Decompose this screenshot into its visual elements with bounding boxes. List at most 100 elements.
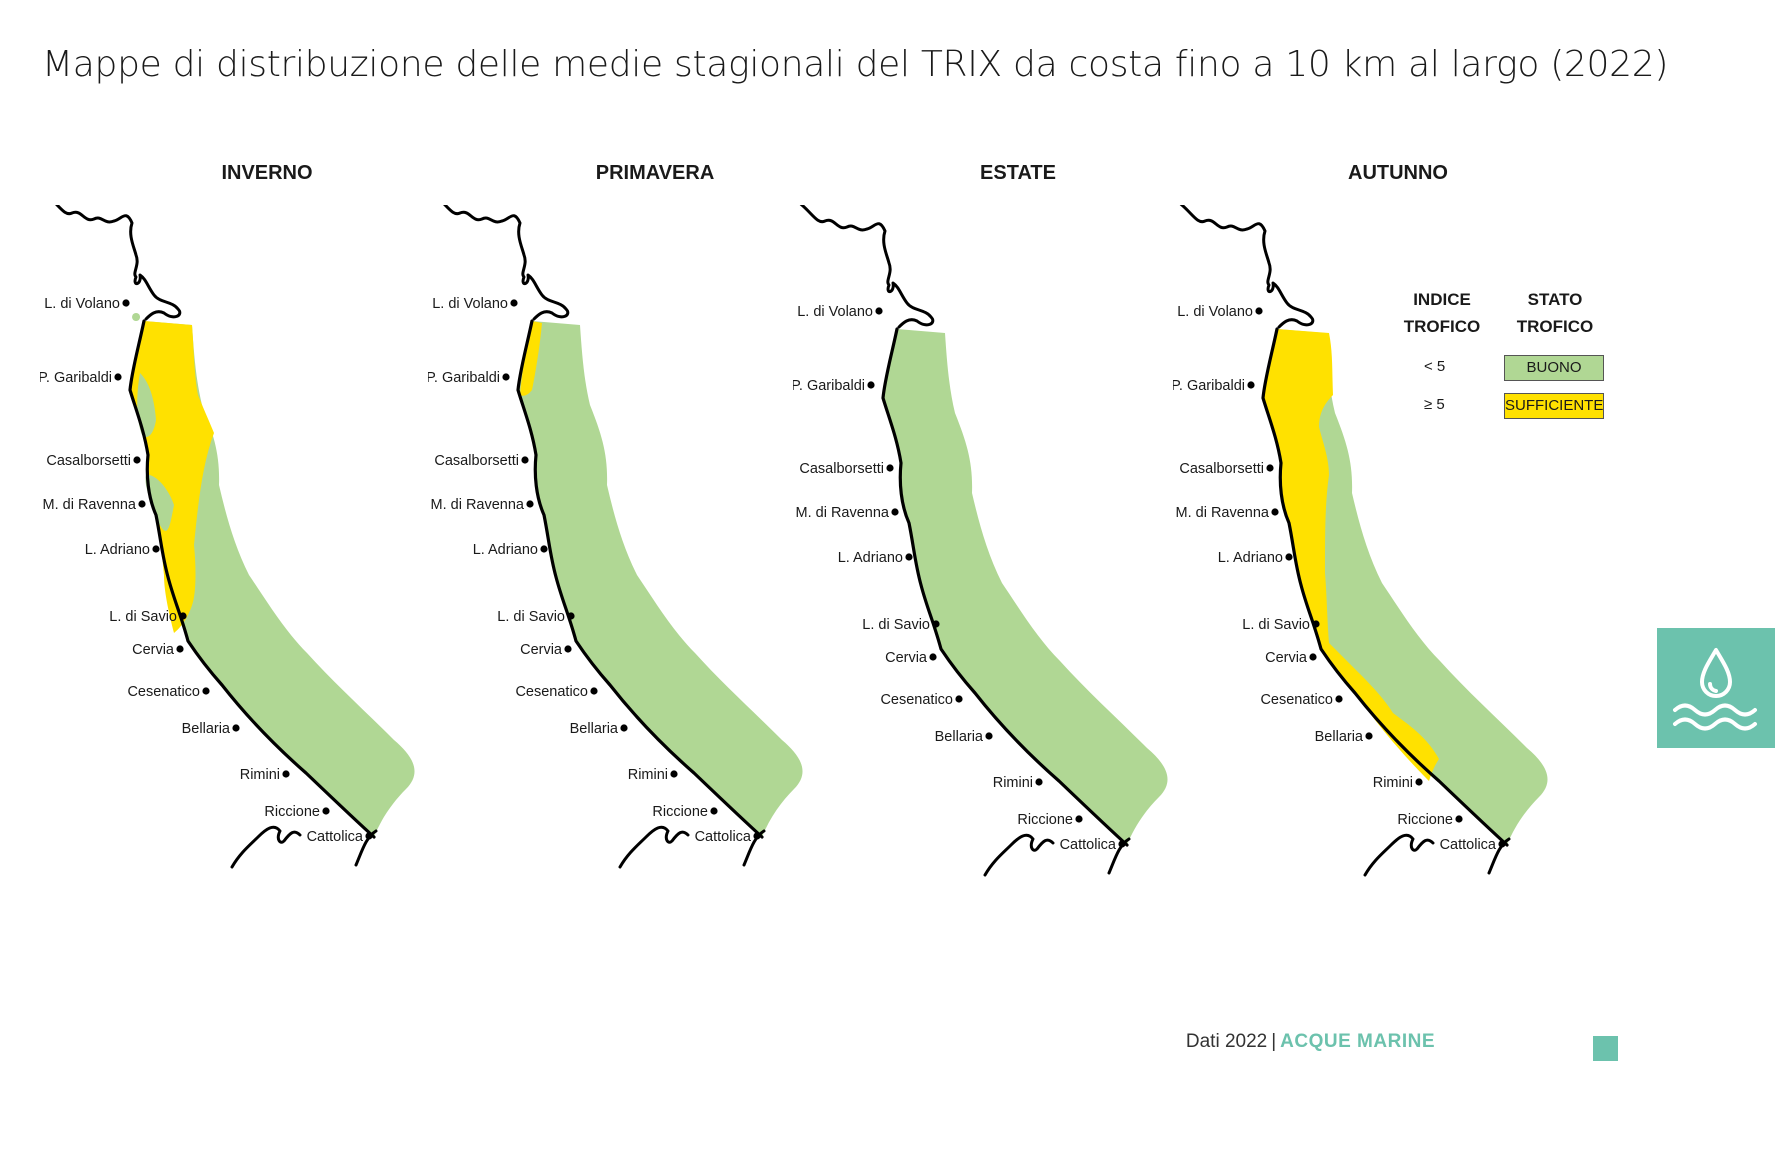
city-dot <box>133 456 141 464</box>
coastline <box>516 319 764 839</box>
footer-square <box>1593 1036 1618 1061</box>
city-label: Riccione <box>1017 812 1073 828</box>
buono-patch <box>137 373 156 438</box>
city-dot <box>322 807 330 815</box>
coastline-south <box>618 825 766 869</box>
city-dot <box>365 832 373 840</box>
city-dot <box>502 373 510 381</box>
buono-zone <box>883 329 1168 845</box>
city-dot <box>590 687 598 695</box>
map-autunno: L. di Volano P. Garibaldi Casalborsetti M. … <box>1173 205 1623 1005</box>
city-dot <box>1335 695 1343 703</box>
city-dot <box>753 832 761 840</box>
city-label: P. Garibaldi <box>428 370 500 386</box>
city-dot <box>886 464 894 472</box>
city-label: L. di Volano <box>797 304 873 320</box>
city-label: Riccione <box>652 804 708 820</box>
city-dot <box>1285 553 1293 561</box>
buono-zone <box>1263 329 1548 845</box>
city-label: P. Garibaldi <box>40 370 112 386</box>
city-label: Cesenatico <box>127 684 200 700</box>
footer-brand: ACQUE MARINE <box>1280 1031 1435 1052</box>
city-label: Cervia <box>132 642 175 658</box>
city-label: L. di Savio <box>862 617 930 633</box>
city-dot <box>526 500 534 508</box>
city-label: L. Adriano <box>1218 550 1283 566</box>
city-dot <box>867 381 875 389</box>
water-drop-waves-icon <box>1673 648 1757 731</box>
city-label: P. Garibaldi <box>1173 378 1245 394</box>
city-dot <box>929 653 937 661</box>
side-tab[interactable] <box>1657 628 1775 748</box>
season-title-primavera: PRIMAVERA <box>595 162 715 184</box>
legend-swatch-buono: BUONO <box>1504 355 1604 381</box>
city-label: M. di Ravenna <box>1176 505 1270 521</box>
buono-zone <box>518 321 803 837</box>
city-label: M. di Ravenna <box>431 497 525 513</box>
city-dot <box>232 724 240 732</box>
city-dot <box>710 807 718 815</box>
city-dot <box>282 770 290 778</box>
coastline-north <box>799 205 935 329</box>
coastline <box>128 319 376 839</box>
map-inverno: L. di Volano P. Garibaldi Casalborsetti M. … <box>40 205 490 1005</box>
legend-swatch-sufficiente: SUFFICIENTE <box>1504 393 1604 419</box>
city-label: Cervia <box>1265 650 1308 666</box>
city-label: Casalborsetti <box>1179 461 1264 477</box>
footer-data: Dati 2022 <box>1185 1031 1268 1052</box>
city-dot <box>1312 620 1320 628</box>
footer: Dati 2022 | ACQUE MARINE <box>1186 1031 1435 1053</box>
city-label: Bellaria <box>182 721 231 737</box>
coastline <box>1261 327 1509 847</box>
city-label: Cattolica <box>1440 837 1497 853</box>
city-label: Cesenatico <box>880 692 953 708</box>
city-dot <box>985 732 993 740</box>
page-title: Mappe di distribuzione delle medie stagi… <box>42 44 1669 85</box>
city-dot <box>932 620 940 628</box>
city-dot <box>202 687 210 695</box>
city-dot <box>521 456 529 464</box>
city-label: Rimini <box>993 775 1033 791</box>
season-title-estate: ESTATE <box>980 162 1056 184</box>
city-label: L. Adriano <box>473 542 538 558</box>
map-svg: L. di Volano P. Garibaldi Casalborsetti M. … <box>428 205 803 869</box>
city-dot <box>179 612 187 620</box>
city-label: L. di Volano <box>1177 304 1253 320</box>
coastline-south <box>983 833 1131 877</box>
city-label: Riccione <box>264 804 320 820</box>
city-dot <box>1035 778 1043 786</box>
city-dot <box>1309 653 1317 661</box>
city-label: M. di Ravenna <box>43 497 137 513</box>
map-svg: L. di Volano P. Garibaldi Casalborsetti M. … <box>40 205 415 869</box>
city-label: Riccione <box>1397 812 1453 828</box>
city-label: Bellaria <box>570 721 619 737</box>
city-dot <box>1271 508 1279 516</box>
city-dot <box>567 612 575 620</box>
coastline-south <box>230 825 378 869</box>
city-label: Cesenatico <box>515 684 588 700</box>
city-dot <box>891 508 899 516</box>
city-dot <box>1255 307 1263 315</box>
city-label: M. di Ravenna <box>796 505 890 521</box>
sufficiente-zone <box>520 321 542 396</box>
city-label: L. Adriano <box>85 542 150 558</box>
legend-header-state: STATO TROFICO <box>1516 290 1594 336</box>
city-label: Casalborsetti <box>46 453 131 469</box>
city-label: Rimini <box>628 767 668 783</box>
legend-index-low: < 5 <box>1424 358 1446 375</box>
coastline-north <box>55 205 182 321</box>
city-label: Cattolica <box>1060 837 1117 853</box>
city-dot <box>1455 815 1463 823</box>
city-dot <box>138 500 146 508</box>
city-label: Bellaria <box>935 729 984 745</box>
map-estate: L. di Volano P. Garibaldi Casalborsetti M. … <box>793 205 1243 1005</box>
city-dot <box>1365 732 1373 740</box>
legend-index-high: ≥ 5 <box>1424 396 1445 413</box>
coastline-north <box>443 205 570 321</box>
city-dot <box>1415 778 1423 786</box>
city-label: L. di Volano <box>44 296 120 312</box>
city-dot <box>1075 815 1083 823</box>
city-dot <box>1266 464 1274 472</box>
city-label: Rimini <box>240 767 280 783</box>
city-dot <box>1247 381 1255 389</box>
